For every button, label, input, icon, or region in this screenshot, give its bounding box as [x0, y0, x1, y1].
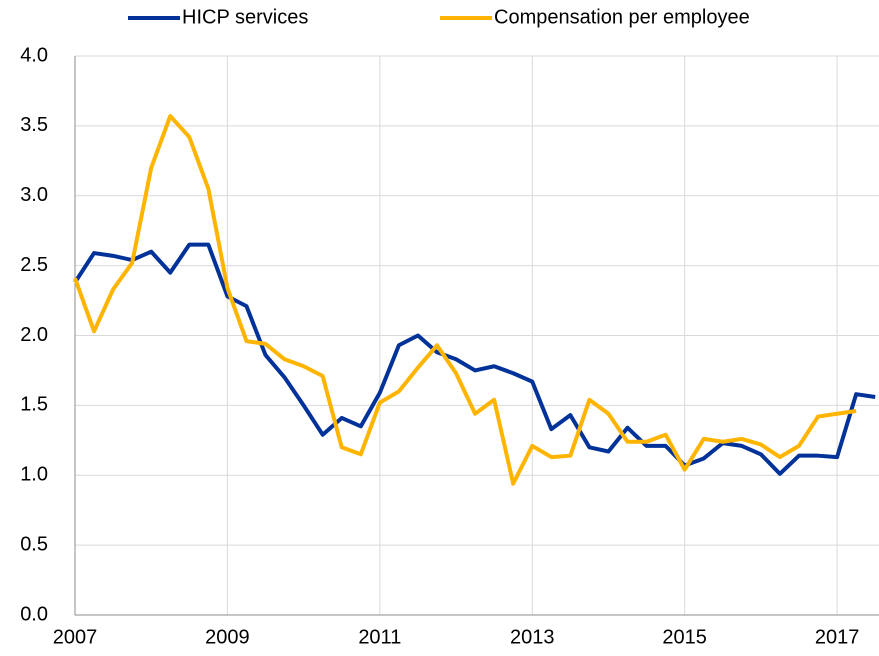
legend-label: HICP services — [182, 6, 308, 28]
y-tick-label: 1.5 — [20, 394, 48, 416]
x-tick-label: 2011 — [358, 626, 401, 648]
y-tick-label: 0.5 — [20, 533, 48, 555]
x-tick-label: 2013 — [510, 626, 555, 648]
series-line — [73, 114, 857, 486]
x-tick-label: 2015 — [662, 626, 707, 648]
series-line — [73, 242, 876, 476]
y-tick-label: 4.0 — [20, 44, 48, 66]
y-tick-label: 2.0 — [20, 324, 48, 346]
x-tick-label: 2017 — [815, 626, 860, 648]
x-tick-label: 2007 — [53, 626, 98, 648]
y-tick-label: 1.0 — [20, 464, 48, 486]
y-tick-label: 3.5 — [20, 114, 48, 136]
y-tick-label: 3.0 — [20, 184, 48, 206]
legend-label: Compensation per employee — [494, 6, 750, 28]
x-tick-label: 2009 — [205, 626, 250, 648]
y-tick-label: 2.5 — [20, 254, 48, 276]
y-tick-label: 0.0 — [20, 603, 48, 625]
